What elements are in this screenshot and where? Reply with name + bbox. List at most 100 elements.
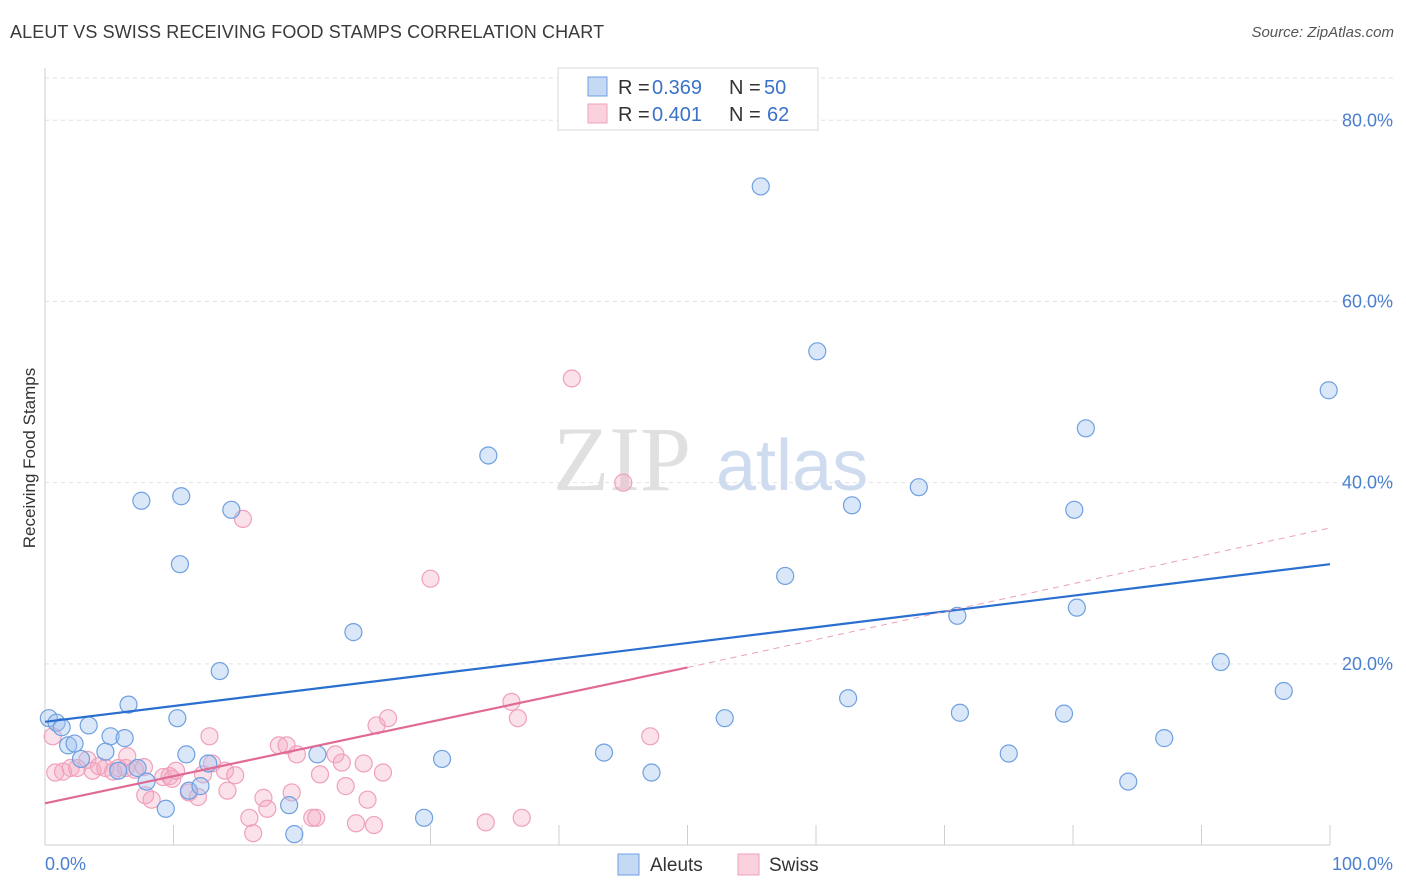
swiss-point <box>332 753 351 772</box>
aleut-point <box>170 555 190 574</box>
swiss-point <box>61 758 80 778</box>
swiss-point <box>378 709 398 728</box>
swiss-point <box>200 727 219 746</box>
aleut-point <box>177 745 196 764</box>
aleut-trend-line <box>44 563 1331 723</box>
watermark-atlas: atlas <box>716 426 868 506</box>
y-tick-labels: 20.0% 40.0% 60.0% 80.0% <box>1342 110 1393 674</box>
aleut-legend-swatch <box>587 76 608 97</box>
aleut-r-value: 0.369 <box>652 77 702 99</box>
swiss-point <box>358 790 377 809</box>
aleut-point <box>210 661 229 681</box>
swiss-n-value: 62 <box>767 104 789 126</box>
aleut-point <box>128 758 147 778</box>
aleut-point <box>950 703 970 722</box>
aleut-point <box>172 487 191 506</box>
swiss-point <box>218 781 237 800</box>
x-tick-label-max: 100.0% <box>1332 854 1393 874</box>
swiss-point <box>226 766 245 785</box>
swiss-legend-label: Swiss <box>769 855 819 876</box>
swiss-point <box>254 788 273 807</box>
aleut-point <box>222 500 241 519</box>
swiss-point <box>641 727 660 746</box>
swiss-point <box>336 777 355 796</box>
swiss-point <box>364 815 384 835</box>
aleuts-legend-label: Aleuts <box>650 855 703 876</box>
swiss-point <box>354 754 373 773</box>
aleut-point <box>156 799 175 818</box>
chart-title: ALEUT VS SWISS RECEIVING FOOD STAMPS COR… <box>10 22 605 42</box>
aleut-point <box>115 729 134 748</box>
aleut-point <box>1119 772 1138 791</box>
stats-legend: R = 0.369 N = 50 R = 0.401 N = 62 <box>557 67 819 131</box>
aleut-point <box>1319 381 1338 400</box>
swiss-r-label: R = <box>618 104 655 126</box>
y-tick-label: 20.0% <box>1342 654 1393 674</box>
swiss-point <box>346 814 366 833</box>
aleut-point <box>168 709 187 728</box>
swiss-point <box>244 824 263 843</box>
swiss-point <box>508 709 527 728</box>
swiss-point <box>188 787 208 807</box>
axes <box>44 68 1331 846</box>
aleut-point <box>751 177 770 196</box>
swiss-r-value: 0.401 <box>652 104 702 126</box>
swiss-point <box>476 813 495 832</box>
aleut-point <box>280 796 299 815</box>
aleut-point <box>808 342 827 361</box>
aleut-point <box>909 478 928 497</box>
swiss-point <box>134 757 154 777</box>
aleut-point <box>1065 500 1084 519</box>
y-tick-label: 80.0% <box>1342 110 1393 130</box>
swiss-point <box>512 808 531 827</box>
swiss-trend-extension <box>687 527 1331 668</box>
aleut-n-label: N = <box>729 77 766 99</box>
aleut-point <box>132 491 151 510</box>
swiss-point <box>373 763 393 782</box>
swiss-point <box>258 799 277 818</box>
trend-lines <box>44 527 1331 805</box>
aleut-point <box>839 689 858 708</box>
watermark-zip: ZIP <box>553 408 691 510</box>
aleut-point <box>344 623 363 642</box>
data-points <box>39 177 1338 844</box>
swiss-point <box>307 808 326 827</box>
swiss-point <box>78 750 97 769</box>
swiss-point <box>421 569 440 588</box>
aleut-point <box>1067 598 1086 617</box>
aleuts-swatch <box>617 853 640 876</box>
aleut-point <box>119 695 138 714</box>
swiss-point <box>118 747 137 766</box>
aleut-point <box>191 777 210 796</box>
aleut-n-value: 50 <box>764 77 786 99</box>
aleut-point <box>1274 681 1293 701</box>
swiss-point <box>562 369 581 388</box>
y-tick-label: 40.0% <box>1342 473 1393 493</box>
aleut-point <box>1211 652 1230 672</box>
swiss-point <box>502 692 521 711</box>
aleut-point <box>1054 704 1074 723</box>
swiss-point <box>310 765 330 784</box>
aleut-point <box>65 734 84 753</box>
series-legend: Aleuts Swiss <box>617 853 819 876</box>
aleut-point <box>776 566 795 586</box>
swiss-point <box>614 473 633 492</box>
swiss-point <box>240 808 259 827</box>
swiss-point <box>277 736 296 755</box>
aleut-point <box>842 496 862 515</box>
aleut-point <box>999 744 1018 763</box>
watermark: ZIP atlas <box>553 408 868 510</box>
aleut-point <box>96 742 115 761</box>
aleut-point <box>308 745 327 764</box>
y-tick-label: 60.0% <box>1342 291 1393 311</box>
aleut-point <box>71 749 91 769</box>
aleut-point <box>479 446 498 465</box>
aleut-point <box>594 743 614 762</box>
swiss-n-label: N = <box>729 104 766 126</box>
aleut-point <box>948 606 967 625</box>
swiss-legend-swatch <box>587 103 608 124</box>
y-axis-label: Receiving Food Stamps <box>20 368 39 548</box>
grid-lines <box>45 77 1393 665</box>
aleut-point <box>59 736 78 755</box>
